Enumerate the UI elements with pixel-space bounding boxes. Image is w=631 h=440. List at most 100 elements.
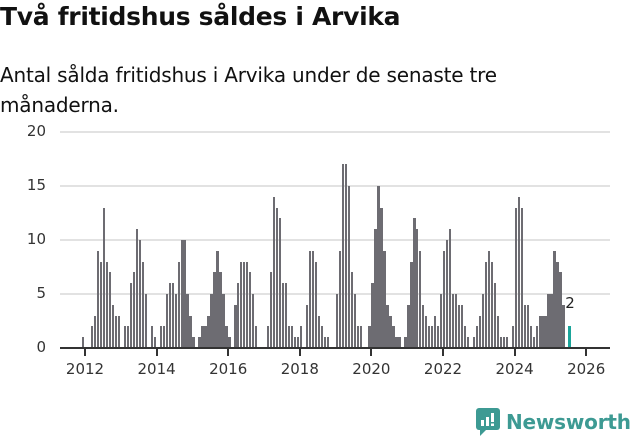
bar	[446, 240, 449, 348]
bar	[556, 261, 559, 348]
bar-chart-speech-bubble-icon	[476, 408, 500, 436]
bar	[443, 250, 446, 348]
bar	[478, 315, 482, 348]
bar	[428, 326, 431, 348]
bar	[320, 326, 324, 348]
bar	[413, 218, 416, 348]
bar	[538, 315, 541, 348]
bar	[192, 337, 195, 348]
bar	[526, 304, 529, 348]
bar	[407, 304, 410, 348]
bar	[129, 283, 133, 348]
bar	[278, 218, 282, 348]
bar	[550, 294, 553, 348]
bar	[496, 315, 500, 348]
bar	[153, 337, 156, 348]
bar	[144, 294, 148, 348]
bar	[123, 326, 127, 348]
bar	[356, 326, 359, 348]
bar	[383, 250, 386, 348]
gridline	[60, 293, 610, 295]
bar	[308, 250, 312, 348]
bar	[296, 337, 300, 348]
bar	[177, 261, 180, 348]
bar	[440, 294, 443, 348]
bar	[377, 186, 380, 348]
bar	[105, 261, 109, 348]
logo-text: Newsworthy	[506, 410, 631, 434]
bar	[344, 164, 347, 348]
bar	[102, 207, 106, 348]
bar	[96, 250, 100, 348]
bar	[314, 261, 318, 348]
x-tick	[442, 349, 444, 356]
bar	[389, 315, 392, 348]
bar	[82, 337, 85, 348]
bar	[350, 272, 353, 348]
chart-subtitle: Antal sålda fritidshus i Arvika under de…	[0, 63, 497, 117]
x-tick-label: 2016	[209, 360, 248, 378]
bar	[454, 294, 458, 348]
bar	[371, 283, 374, 348]
x-tick-label: 2012	[65, 360, 105, 378]
bar	[434, 315, 437, 348]
bar	[159, 326, 162, 348]
bar	[255, 326, 258, 348]
bar	[293, 337, 297, 348]
newsworthy-logo: Newsworthy	[476, 408, 631, 436]
x-tick-label: 2018	[280, 360, 319, 378]
bar	[186, 294, 189, 348]
bar	[171, 283, 174, 348]
bar	[216, 250, 219, 348]
bar	[135, 229, 139, 348]
bar	[94, 315, 97, 348]
bar	[410, 261, 413, 348]
bar	[267, 326, 270, 348]
bar	[111, 304, 115, 348]
bar	[437, 326, 440, 348]
bar	[493, 283, 497, 348]
bar	[234, 304, 237, 348]
bar	[374, 229, 377, 348]
bar	[359, 326, 362, 348]
bar	[484, 261, 488, 348]
chart-title: Två fritidshus såldes i Arvika	[0, 2, 401, 31]
bar	[299, 326, 303, 348]
bar	[168, 283, 171, 348]
bar	[553, 250, 556, 348]
bar	[511, 326, 514, 348]
bar	[335, 294, 338, 348]
bar	[532, 337, 535, 348]
x-tick-label: 2026	[567, 360, 606, 378]
bar	[270, 272, 273, 348]
bar	[451, 294, 455, 348]
bar	[541, 315, 544, 348]
bar	[138, 240, 142, 348]
bar-chart: 20 15 10 5 0 2012 2014 2016 2018 2020 2022 202…	[0, 120, 631, 390]
bar	[353, 294, 356, 348]
bar	[326, 337, 329, 348]
bar	[243, 261, 246, 348]
bar	[475, 326, 479, 348]
bar	[404, 337, 407, 348]
bar	[114, 315, 118, 348]
bar	[535, 326, 538, 348]
bar	[517, 196, 520, 348]
bar	[284, 283, 288, 348]
bar	[425, 315, 428, 348]
bar	[347, 186, 350, 348]
bar	[481, 294, 485, 348]
bar	[117, 315, 121, 348]
x-tick-label: 2014	[137, 360, 176, 378]
x-tick	[84, 349, 86, 356]
gridline	[60, 131, 610, 133]
bar	[198, 337, 201, 348]
x-tick-label: 2022	[423, 360, 463, 378]
bar	[132, 272, 136, 348]
bar	[562, 304, 565, 348]
x-tick	[298, 349, 301, 356]
bar	[272, 196, 276, 348]
bar	[183, 240, 186, 348]
bar	[141, 261, 145, 348]
bar	[386, 304, 389, 348]
